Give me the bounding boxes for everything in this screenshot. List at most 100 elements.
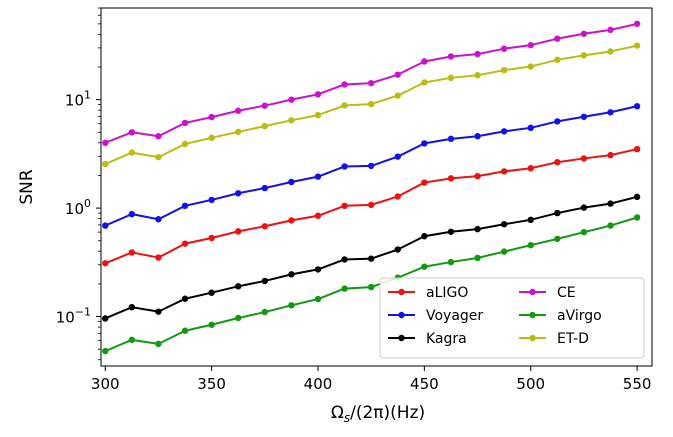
data-point (500, 168, 508, 175)
data-point (314, 212, 322, 219)
data-point (314, 295, 322, 303)
data-point (500, 221, 508, 228)
data-point (554, 56, 561, 64)
data-point (102, 160, 109, 168)
data-point (208, 134, 215, 141)
data-point (421, 263, 428, 270)
data-point (155, 216, 162, 223)
data-point (367, 255, 375, 262)
legend: aLIGO Voyager Kagra CE aVirgo ET-D (379, 277, 645, 359)
data-point (102, 260, 109, 267)
data-point (341, 285, 348, 292)
data-point (341, 163, 348, 170)
data-point (421, 179, 428, 186)
data-point (367, 100, 375, 108)
data-point (367, 201, 375, 209)
data-point (102, 222, 109, 229)
data-point (235, 107, 242, 114)
data-point (554, 235, 561, 243)
data-point (181, 295, 189, 302)
data-point (500, 248, 508, 255)
series-ce (102, 20, 641, 147)
data-point (341, 202, 348, 209)
data-point (314, 266, 322, 273)
data-point (155, 133, 162, 140)
y-axis-label: SNR (17, 169, 37, 205)
data-point (288, 117, 295, 124)
data-point (527, 124, 534, 132)
data-point (633, 145, 641, 153)
series-voyager (102, 103, 641, 229)
data-point (128, 149, 136, 156)
data-point (235, 228, 242, 235)
data-point (208, 289, 215, 296)
data-point (155, 340, 162, 348)
legend-item-kagra: Kagra (388, 331, 467, 347)
legend-label: CE (557, 285, 576, 301)
data-point (235, 314, 242, 322)
data-point (288, 271, 295, 278)
data-point (474, 225, 481, 233)
plot-frame (100, 7, 653, 367)
data-point (554, 35, 561, 42)
data-point (261, 223, 269, 230)
data-point (181, 140, 189, 148)
y-tick-label: 10−1 (56, 306, 91, 327)
data-point (208, 321, 215, 328)
data-point (261, 102, 269, 109)
legend-item-ce: CE (519, 285, 576, 301)
legend-label: Voyager (426, 308, 483, 324)
data-point (633, 20, 641, 28)
legend-marker (398, 334, 405, 342)
data-point (580, 52, 588, 59)
data-point (447, 74, 455, 82)
data-point (102, 139, 109, 147)
data-point (314, 173, 322, 180)
data-point (421, 233, 428, 240)
x-axis-label-main: Ω (331, 403, 344, 423)
data-point (527, 165, 534, 172)
legend-label: aLIGO (426, 285, 468, 301)
data-point (367, 162, 375, 170)
data-point (580, 30, 588, 37)
data-point (527, 241, 534, 249)
x-axis-ticks: 300 350 400 450 500 550 (91, 366, 651, 393)
data-point (181, 327, 189, 334)
data-point (421, 79, 428, 86)
data-point (181, 202, 189, 209)
data-point (155, 254, 162, 261)
data-point (235, 190, 242, 197)
data-point (128, 303, 136, 311)
data-point (128, 210, 136, 218)
data-point (633, 42, 641, 49)
data-point (633, 214, 641, 221)
data-point (421, 140, 428, 147)
data-point (155, 153, 162, 161)
legend-label: ET-D (557, 331, 589, 347)
data-point (554, 159, 561, 166)
data-point (181, 119, 189, 127)
y-tick-label: 101 (65, 89, 91, 110)
data-point (288, 178, 295, 186)
data-point (607, 109, 614, 116)
data-point (474, 172, 481, 180)
legend-marker (529, 334, 536, 342)
data-point (580, 155, 588, 162)
data-point (474, 50, 481, 58)
series-kagra (102, 193, 641, 322)
legend-items: aLIGO Voyager Kagra CE aVirgo ET-D (388, 285, 602, 347)
x-tick-label: 550 (623, 375, 652, 393)
data-point (102, 347, 109, 355)
data-point (421, 58, 428, 65)
data-point (633, 193, 641, 201)
data-point (447, 135, 455, 143)
data-point (235, 283, 242, 290)
data-point (261, 308, 269, 316)
data-point (288, 96, 295, 103)
data-point (261, 122, 269, 130)
legend-item-avirgo: aVirgo (519, 308, 602, 324)
data-point (208, 196, 215, 204)
x-axis-label: Ωs/(2π)(Hz) (331, 403, 425, 425)
